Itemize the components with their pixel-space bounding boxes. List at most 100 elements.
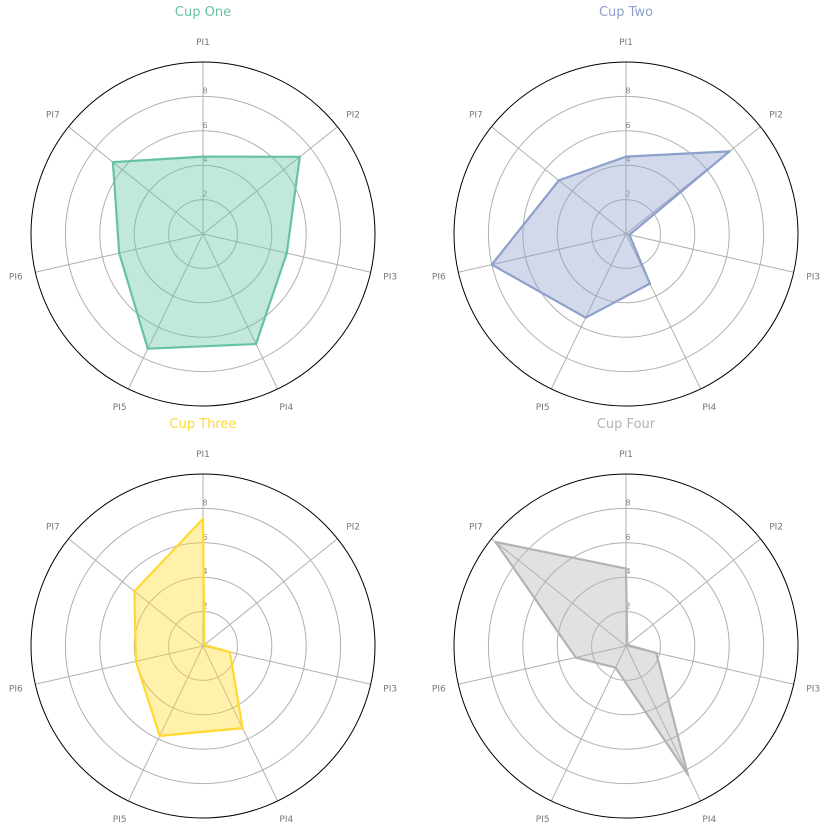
angular-gridline bbox=[458, 645, 627, 685]
category-label: PI6 bbox=[432, 685, 446, 695]
angular-gridline bbox=[68, 538, 204, 647]
category-label: PI6 bbox=[9, 273, 23, 283]
data-point bbox=[574, 656, 577, 659]
angular-gridline bbox=[68, 126, 204, 235]
radial-tick-label: 6 bbox=[625, 121, 630, 130]
category-label: PI1 bbox=[196, 38, 210, 48]
chart-title: Cup Three bbox=[170, 417, 237, 432]
category-label: PI6 bbox=[432, 273, 446, 283]
radar-panel: 2 4 6 8 PI1 PI2 PI3 PI4 PI5 PI6 PI7 Cup Two bbox=[432, 5, 820, 413]
angular-gridline bbox=[202, 233, 279, 390]
category-label: PI3 bbox=[383, 273, 397, 283]
category-label: PI5 bbox=[536, 403, 550, 413]
data-point bbox=[203, 643, 206, 647]
data-point bbox=[117, 251, 121, 255]
data-point bbox=[624, 567, 628, 570]
category-label: PI2 bbox=[346, 110, 360, 120]
data-point bbox=[228, 650, 232, 654]
radial-tick-label: 2 bbox=[625, 602, 630, 611]
polar-frame bbox=[30, 61, 376, 407]
data-point bbox=[490, 263, 494, 266]
category-label: PI7 bbox=[46, 522, 60, 532]
chart-title: Cup One bbox=[175, 5, 231, 20]
category-label: PI4 bbox=[279, 815, 293, 825]
polar-frame bbox=[30, 473, 376, 819]
data-point bbox=[201, 155, 205, 158]
data-point bbox=[614, 666, 617, 669]
data-point bbox=[134, 660, 138, 663]
series-area bbox=[490, 150, 731, 319]
chart-title: Cup Four bbox=[597, 417, 656, 432]
angular-gridline bbox=[127, 645, 204, 802]
data-point bbox=[254, 342, 258, 346]
radial-tick-label: 6 bbox=[625, 533, 630, 542]
series-area bbox=[133, 517, 244, 738]
category-label: PI7 bbox=[469, 522, 483, 532]
angular-gridline bbox=[202, 126, 338, 235]
radial-tick-label: 2 bbox=[202, 190, 207, 199]
data-point bbox=[146, 347, 149, 350]
data-point bbox=[557, 179, 560, 182]
radar-panel: 2 4 6 8 PI1 PI2 PI3 PI4 PI5 PI6 PI7 Cup One bbox=[9, 5, 397, 413]
category-label: PI2 bbox=[769, 522, 783, 532]
data-point bbox=[654, 651, 658, 655]
data-point bbox=[133, 590, 136, 593]
category-label: PI5 bbox=[113, 403, 127, 413]
category-label: PI4 bbox=[279, 403, 293, 413]
data-point bbox=[111, 160, 115, 164]
angular-gridline bbox=[550, 645, 627, 802]
data-point bbox=[624, 155, 628, 158]
angular-gridline bbox=[458, 233, 627, 273]
radial-tick-label: 6 bbox=[202, 533, 207, 542]
angular-gridline bbox=[491, 538, 627, 647]
polar-frame bbox=[453, 61, 799, 407]
chart-title: Cup Two bbox=[599, 5, 653, 20]
radial-tick-label: 8 bbox=[202, 498, 207, 507]
category-label: PI3 bbox=[806, 273, 820, 283]
angular-gridline bbox=[625, 233, 702, 390]
category-label: PI1 bbox=[619, 450, 633, 460]
data-point bbox=[285, 251, 289, 255]
data-point bbox=[626, 643, 629, 647]
category-label: PI1 bbox=[196, 450, 210, 460]
radial-tick-label: 2 bbox=[625, 190, 630, 199]
series-area bbox=[111, 155, 301, 350]
data-point bbox=[648, 282, 652, 285]
category-label: PI1 bbox=[619, 38, 633, 48]
category-label: PI6 bbox=[9, 685, 23, 695]
data-point bbox=[686, 773, 690, 776]
angular-gridline bbox=[202, 645, 279, 802]
radial-tick-label: 8 bbox=[625, 498, 630, 507]
category-label: PI5 bbox=[536, 815, 550, 825]
category-label: PI7 bbox=[46, 110, 60, 120]
series-area bbox=[494, 540, 690, 776]
category-label: PI2 bbox=[769, 110, 783, 120]
category-label: PI4 bbox=[702, 403, 716, 413]
polar-frame bbox=[453, 473, 799, 819]
data-point bbox=[201, 517, 205, 520]
radial-tick-label: 8 bbox=[202, 86, 207, 95]
data-point bbox=[628, 233, 631, 236]
radar-panel: 2 4 6 8 PI1 PI2 PI3 PI4 PI5 PI6 PI7 Cup Four bbox=[432, 417, 820, 825]
data-point bbox=[158, 734, 161, 738]
category-label: PI5 bbox=[113, 815, 127, 825]
angular-gridline bbox=[35, 645, 204, 685]
category-label: PI3 bbox=[383, 685, 397, 695]
angular-gridline bbox=[550, 233, 627, 390]
radial-tick-label: 4 bbox=[202, 567, 207, 576]
angular-gridline bbox=[625, 538, 761, 647]
radial-tick-label: 4 bbox=[202, 155, 207, 164]
radial-tick-label: 8 bbox=[625, 86, 630, 95]
data-point bbox=[728, 150, 731, 153]
data-point bbox=[584, 316, 587, 319]
radial-tick-label: 4 bbox=[625, 567, 630, 576]
category-label: PI3 bbox=[806, 685, 820, 695]
angular-gridline bbox=[202, 538, 338, 647]
radial-tick-label: 4 bbox=[625, 155, 630, 164]
data-point bbox=[298, 155, 302, 158]
category-label: PI7 bbox=[469, 110, 483, 120]
angular-gridline bbox=[127, 233, 204, 390]
category-label: PI2 bbox=[346, 522, 360, 532]
